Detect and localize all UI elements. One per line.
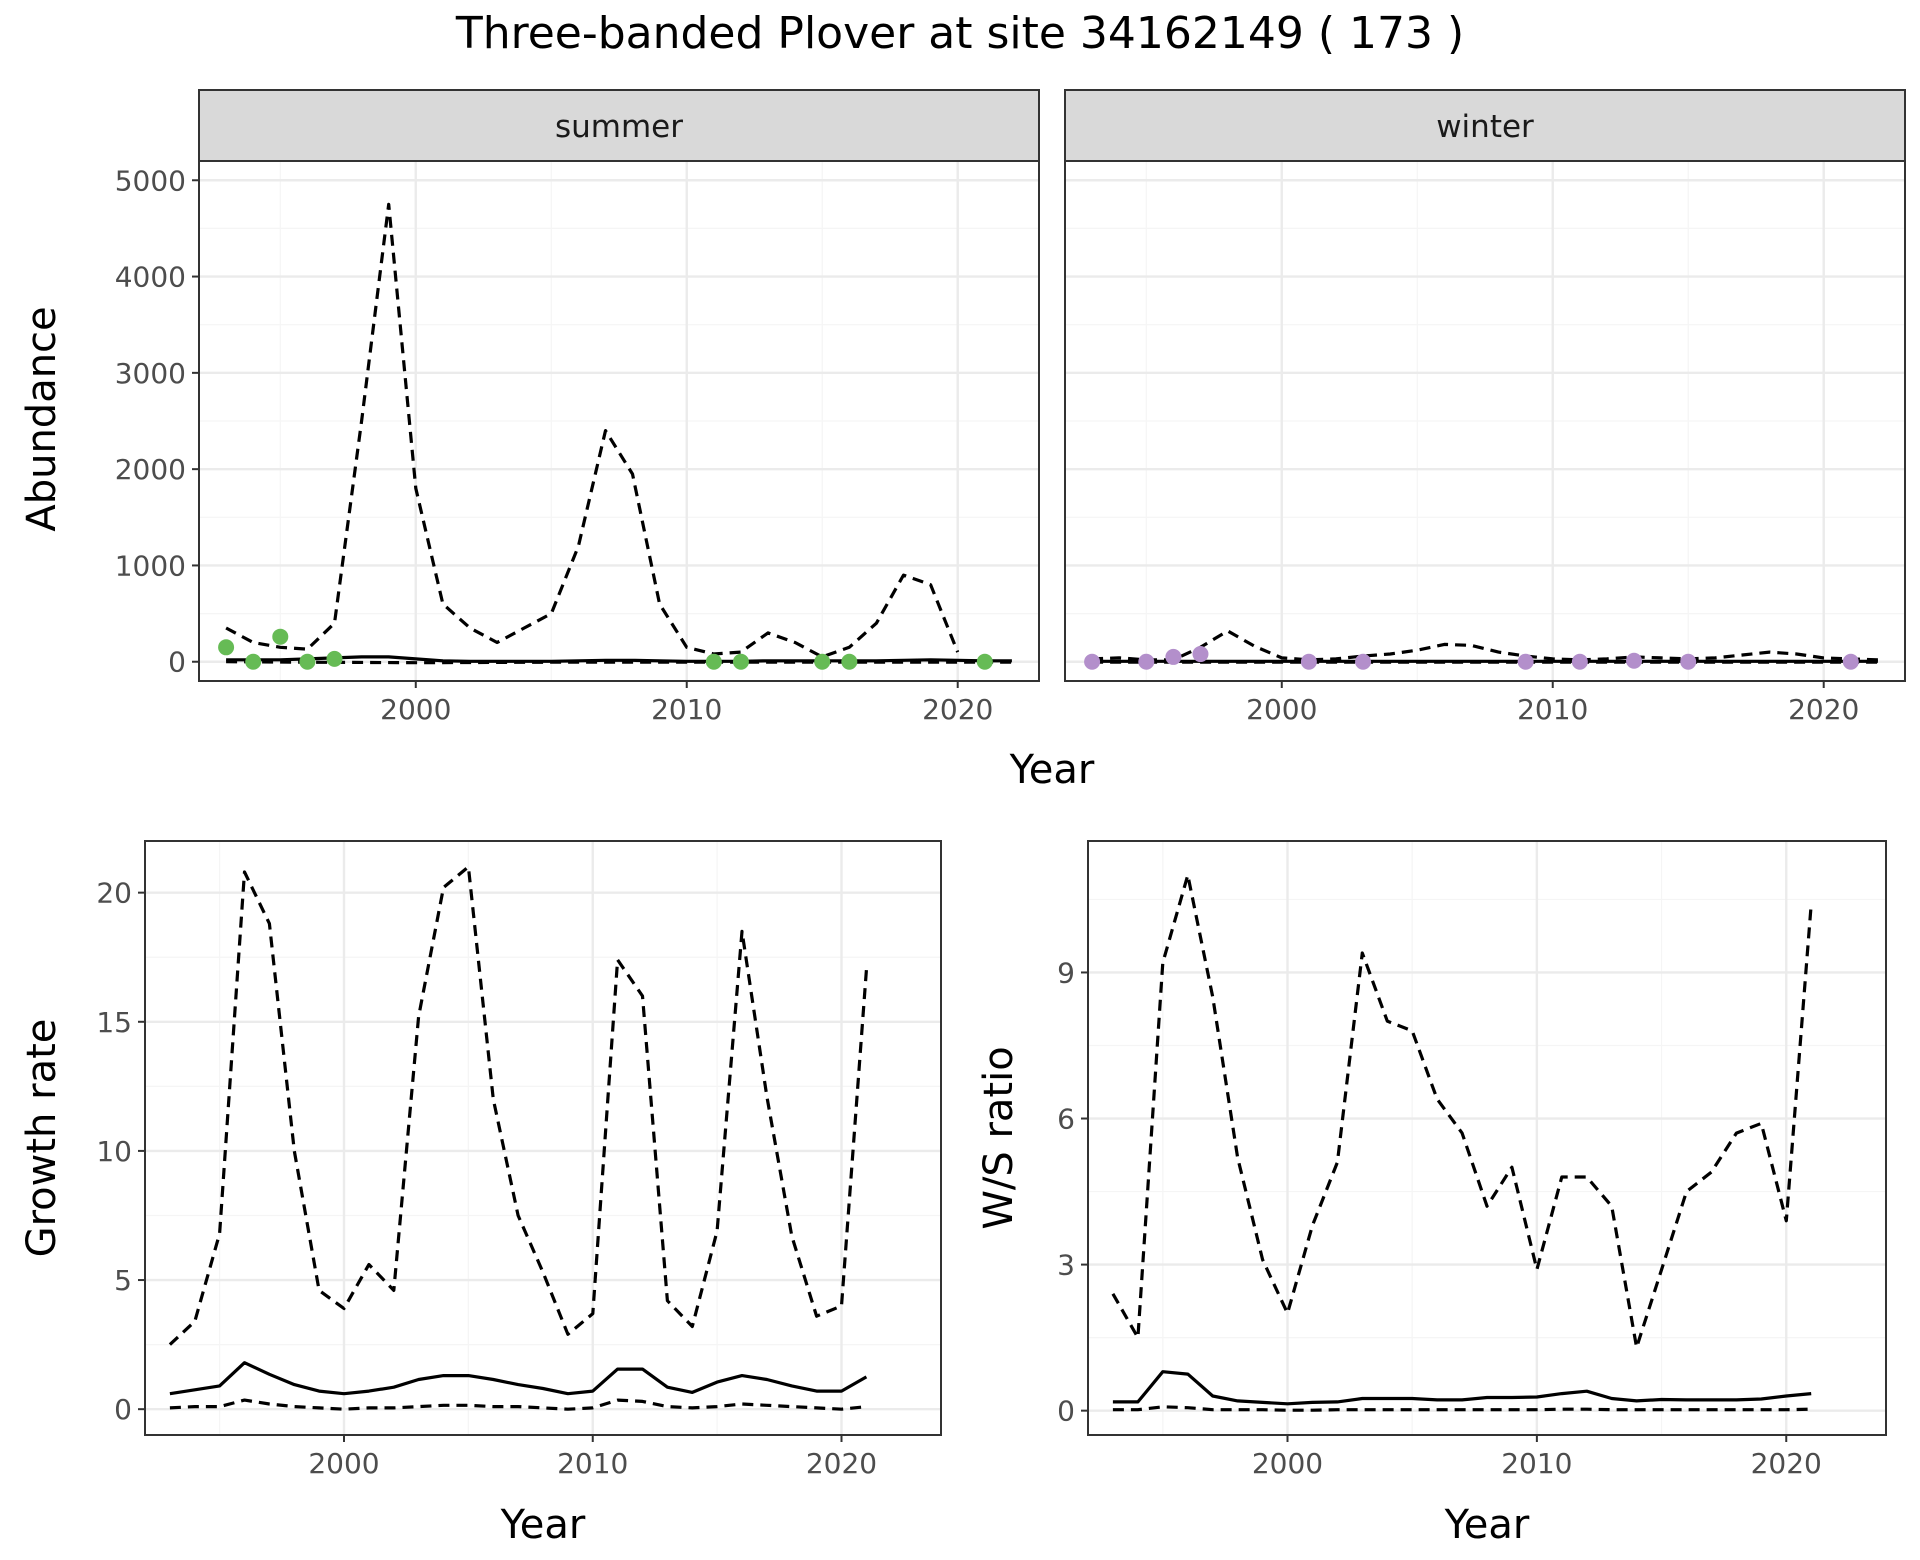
summer-data-point bbox=[326, 650, 343, 667]
growth-y-tick-label: 0 bbox=[114, 1393, 132, 1426]
winter-data-point bbox=[1084, 653, 1101, 670]
growth-x-tick-label: 2020 bbox=[806, 1447, 877, 1480]
top-x-axis-title: Year bbox=[1009, 747, 1095, 793]
summer-data-point bbox=[218, 639, 235, 656]
ratio-y-axis-title: W/S ratio bbox=[976, 1046, 1022, 1229]
growth-series-dashed-1 bbox=[168, 865, 868, 1346]
summer-data-point bbox=[814, 653, 831, 670]
summer-data-point bbox=[245, 653, 262, 670]
summer-y-tick-label: 5000 bbox=[115, 164, 186, 197]
ratio-y-tick-label: 3 bbox=[1057, 1249, 1075, 1282]
ratio-x-tick-label: 2010 bbox=[1501, 1447, 1572, 1480]
ratio-series-dashed-1 bbox=[1111, 873, 1813, 1349]
growth-y-axis-title: Growth rate bbox=[19, 1019, 65, 1258]
ratio-y-tick-label: 9 bbox=[1057, 956, 1075, 989]
winter-strip-label: winter bbox=[1436, 109, 1534, 145]
growth-rate-panel: 2000 2010 2020 0 5 10 15 20 bbox=[96, 840, 942, 1480]
summer-panel-border bbox=[198, 160, 1040, 682]
winter-data-point bbox=[1300, 653, 1317, 670]
summer-y-tick-label: 1000 bbox=[115, 549, 186, 582]
summer-data-point bbox=[841, 653, 858, 670]
growth-x-axis-title: Year bbox=[500, 1502, 586, 1548]
winter-data-point bbox=[1571, 653, 1588, 670]
summer-x-tick-label: 2010 bbox=[651, 693, 722, 726]
growth-series-solid-0 bbox=[169, 1361, 868, 1396]
growth-y-tick-label: 10 bbox=[96, 1135, 132, 1168]
summer-y-tick-label: 2000 bbox=[115, 453, 186, 486]
ws-ratio-panel: 2000 2010 2020 0 3 6 9 bbox=[1057, 840, 1887, 1480]
summer-data-point bbox=[732, 653, 749, 670]
summer-series-dashed-1 bbox=[225, 202, 960, 659]
winter-data-point bbox=[1355, 653, 1372, 670]
summer-strip bbox=[198, 89, 1040, 162]
top-y-axis-title: Abundance bbox=[19, 306, 65, 531]
summer-series-dashed-2 bbox=[226, 660, 1012, 665]
growth-y-tick-label: 20 bbox=[96, 877, 132, 910]
winter-panel-border bbox=[1064, 160, 1906, 682]
ratio-x-tick-label: 2000 bbox=[1252, 1447, 1323, 1480]
summer-y-tick-label: 4000 bbox=[115, 261, 186, 294]
winter-data-point bbox=[1138, 653, 1155, 670]
ratio-series-solid-0 bbox=[1112, 1370, 1812, 1406]
growth-panel-border bbox=[144, 840, 942, 1436]
winter-x-tick-label: 2000 bbox=[1246, 693, 1317, 726]
winter-data-point bbox=[1165, 648, 1182, 665]
ratio-y-tick-label: 6 bbox=[1057, 1103, 1075, 1136]
ratio-panel-border bbox=[1087, 840, 1887, 1436]
summer-data-point bbox=[272, 628, 289, 645]
summer-data-point bbox=[299, 653, 316, 670]
summer-y-tick-label: 0 bbox=[168, 646, 186, 679]
ratio-series-dashed-2 bbox=[1112, 1405, 1812, 1412]
winter-series-dashed-1 bbox=[1092, 629, 1878, 662]
chart-title: Three-banded Plover at site 34162149 ( 1… bbox=[455, 8, 1464, 59]
winter-data-point bbox=[1680, 653, 1697, 670]
winter-panel: winter 2000 2010 2020 bbox=[1064, 89, 1906, 726]
growth-series-dashed-2 bbox=[169, 1398, 867, 1411]
winter-data-point bbox=[1626, 652, 1643, 669]
ratio-x-tick-label: 2020 bbox=[1751, 1447, 1822, 1480]
summer-data-point bbox=[705, 653, 722, 670]
growth-x-tick-label: 2010 bbox=[557, 1447, 628, 1480]
growth-y-tick-label: 15 bbox=[96, 1006, 132, 1039]
growth-y-tick-label: 5 bbox=[114, 1264, 132, 1297]
winter-x-tick-label: 2020 bbox=[1788, 693, 1859, 726]
winter-x-tick-label: 2010 bbox=[1517, 693, 1588, 726]
winter-data-point bbox=[1192, 646, 1209, 663]
summer-strip-label: summer bbox=[555, 109, 683, 145]
growth-plot-area bbox=[145, 841, 941, 1435]
ratio-y-tick-label: 0 bbox=[1057, 1395, 1075, 1428]
summer-data-point bbox=[976, 653, 993, 670]
summer-x-tick-label: 2020 bbox=[922, 693, 993, 726]
winter-data-point bbox=[1517, 653, 1534, 670]
ratio-plot-area bbox=[1088, 841, 1886, 1435]
summer-panel: summer 2000 2010 2020 0 1000 2000 3000 4000 5000 bbox=[115, 89, 1040, 726]
growth-x-tick-label: 2000 bbox=[308, 1447, 379, 1480]
ratio-x-axis-title: Year bbox=[1444, 1502, 1530, 1548]
summer-x-tick-label: 2000 bbox=[380, 693, 451, 726]
winter-data-point bbox=[1842, 653, 1859, 670]
summer-y-tick-label: 3000 bbox=[115, 357, 186, 390]
winter-strip bbox=[1064, 89, 1906, 162]
